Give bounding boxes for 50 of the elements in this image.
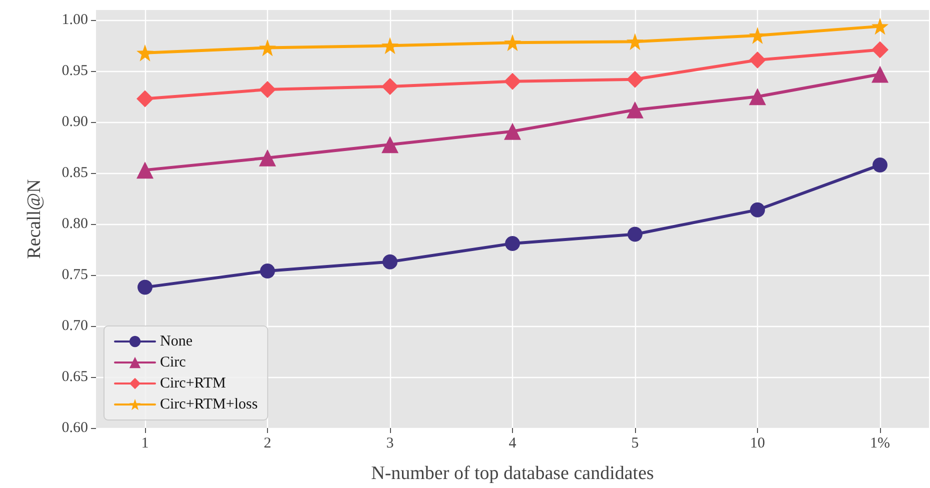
point	[749, 88, 766, 106]
point	[872, 41, 888, 58]
y-axis-title: Recall@N	[24, 178, 45, 259]
point	[382, 136, 398, 154]
y-tick-label: 0.65	[62, 369, 88, 386]
point	[382, 78, 398, 95]
x-tick-label: 10	[750, 436, 765, 452]
point	[382, 254, 398, 270]
x-tick-label: 5	[631, 436, 639, 452]
point	[628, 226, 642, 242]
y-tick-label: 0.95	[62, 63, 88, 80]
point	[259, 39, 276, 56]
point	[504, 34, 521, 52]
point	[749, 51, 766, 68]
point	[138, 280, 152, 295]
point	[136, 162, 154, 179]
point	[136, 90, 154, 108]
legend-label: Circ	[160, 354, 186, 370]
y-tick-label: 0.60	[62, 420, 88, 436]
y-tick-label: 1.00	[62, 12, 88, 28]
y-tick-label: 0.80	[62, 216, 88, 232]
point	[750, 202, 765, 218]
point	[259, 81, 276, 98]
x-axis-title: N-number of top database candidates	[371, 463, 654, 484]
legend-label: None	[160, 334, 193, 350]
point	[872, 18, 888, 35]
point	[136, 44, 154, 62]
point	[260, 264, 275, 278]
x-tick-label: 2	[264, 436, 272, 452]
legend-label: Circ+RTM+loss	[160, 396, 258, 412]
point	[504, 122, 521, 140]
point	[626, 33, 644, 50]
x-tick-label: 1%	[870, 436, 890, 452]
point	[259, 149, 276, 166]
point	[749, 26, 766, 44]
y-tick-label: 0.70	[62, 318, 88, 334]
x-tick-label: 4	[508, 436, 517, 452]
point	[626, 101, 644, 118]
y-tick-label: 0.85	[62, 165, 88, 182]
point	[505, 236, 520, 251]
legend-label: Circ+RTM	[160, 376, 226, 392]
y-tick-label: 0.75	[62, 267, 88, 284]
point	[872, 157, 888, 172]
point	[382, 37, 398, 54]
point	[504, 72, 521, 90]
point	[626, 70, 644, 88]
x-tick-label: 1	[141, 436, 149, 452]
point	[872, 66, 888, 83]
y-tick-label: 0.90	[62, 114, 88, 130]
x-tick-label: 3	[386, 436, 394, 452]
